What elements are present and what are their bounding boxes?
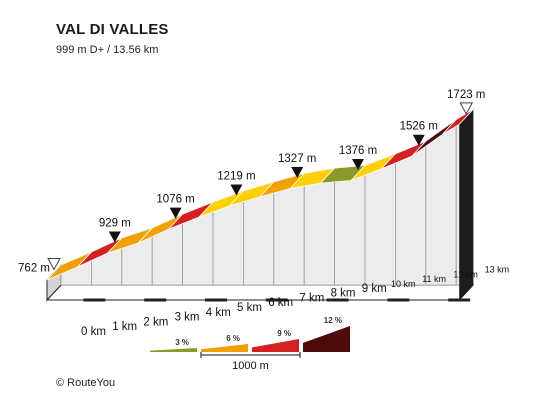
elevation-marker-triangle	[230, 184, 243, 196]
elevation-marker-label: 1526 m	[400, 121, 438, 133]
elevation-marker-triangle	[352, 159, 364, 171]
km-tick-label: 7 km	[299, 292, 324, 304]
elevation-marker-label: 762 m	[18, 263, 50, 275]
elevation-marker-triangle	[291, 166, 304, 178]
chart-subtitle: 999 m D+ / 13.56 km	[56, 44, 159, 56]
profile-side-faces	[60, 108, 474, 301]
legend-label: 9 %	[277, 329, 291, 338]
side-face	[334, 165, 366, 286]
km-tick-label: 12 km	[453, 269, 478, 279]
km-tick-label: 10 km	[391, 279, 416, 289]
legend-label: 12 %	[324, 316, 342, 325]
scale-bar-label: 1000 m	[232, 360, 269, 372]
elevation-marker-triangle	[169, 207, 182, 219]
chart-title: VAL DI VALLES	[56, 21, 169, 38]
legend-swatch	[201, 344, 248, 352]
profile-right-end	[459, 109, 474, 301]
elevation-marker-triangle	[47, 258, 61, 271]
elevation-marker-triangle	[412, 134, 425, 146]
km-axis: 0 km 1 km 2 km 3 km 4 km 5 km 6 km 7 km 8 km 9 km…	[81, 265, 509, 338]
elevation-markers: 762 m 929 m 1076 m 1219 m 1327 m 1376 m 1526 m…	[18, 89, 485, 275]
km-tick-label: 8 km	[331, 288, 356, 300]
elevation-marker-label: 1376 m	[339, 145, 377, 157]
legend-swatch	[303, 326, 350, 352]
km-tick-label: 6 km	[268, 297, 293, 309]
copyright-credit: © RouteYou	[56, 377, 116, 389]
legend-swatch	[252, 339, 299, 352]
km-tick-label: 3 km	[175, 312, 200, 324]
km-tick	[326, 298, 349, 302]
elevation-marker-triangle	[459, 102, 474, 115]
elevation-marker-label: 1327 m	[278, 153, 316, 165]
km-tick	[387, 298, 410, 302]
km-tick-label: 13 km	[485, 265, 510, 275]
km-tick-label: 11 km	[422, 274, 446, 284]
km-tick-label: 2 km	[143, 316, 168, 328]
km-tick	[83, 298, 106, 302]
profile-top-faces	[46, 108, 474, 281]
side-face	[303, 167, 336, 286]
elevation-marker-label: 929 m	[99, 217, 131, 229]
grade-segment	[441, 108, 474, 135]
legend-label: 3 %	[175, 338, 189, 347]
legend-label: 6 %	[226, 334, 240, 343]
km-tick-label: 0 km	[81, 326, 106, 338]
side-face	[394, 140, 427, 286]
km-tick-label: 9 km	[362, 283, 387, 295]
elevation-marker-triangle	[108, 231, 121, 243]
km-tick	[205, 298, 227, 302]
elevation-marker-label: 1219 m	[217, 170, 255, 182]
grade-legend: 3 % 6 % 9 % 12 % 1000 m	[150, 316, 350, 372]
side-face	[425, 118, 457, 286]
elevation-marker-label: 1076 m	[156, 194, 194, 206]
km-tick	[265, 298, 288, 302]
km-tick	[448, 298, 471, 302]
km-tick	[144, 298, 167, 302]
elevation-marker-label: 1723 m	[447, 89, 485, 101]
km-tick-label: 1 km	[112, 321, 137, 333]
legend-swatch	[150, 348, 197, 352]
km-tick-label: 4 km	[206, 307, 231, 319]
km-tick-label: 5 km	[237, 302, 262, 314]
